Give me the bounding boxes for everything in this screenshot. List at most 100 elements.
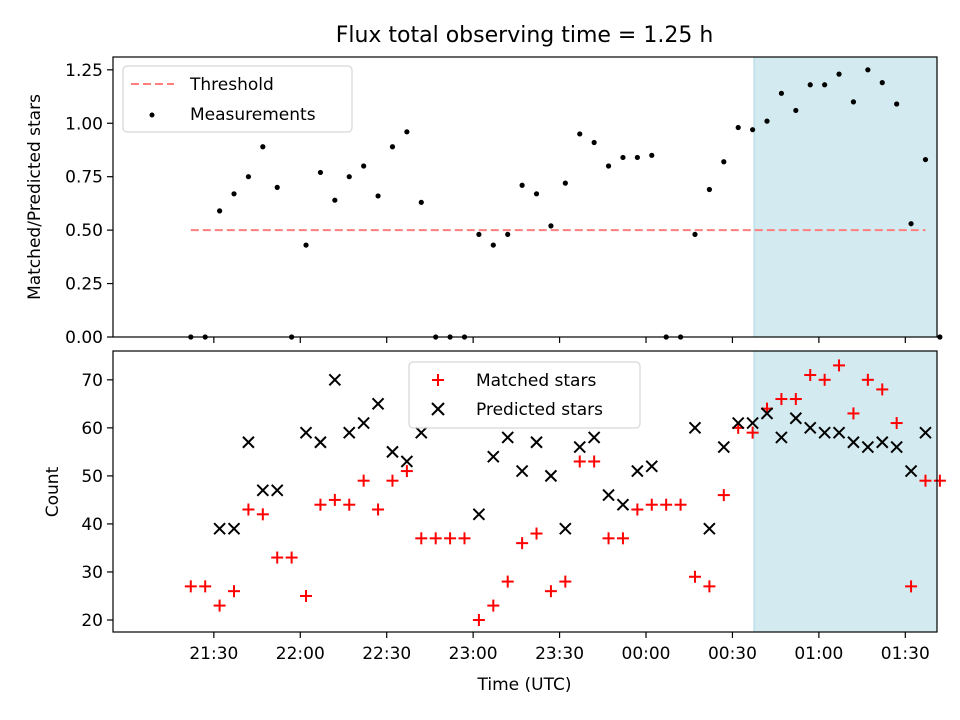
measurement-point (418, 199, 424, 205)
predicted-star-point (515, 464, 529, 478)
top-axes-frame (112, 56, 938, 338)
y-tick-label: 40 (81, 515, 103, 535)
predicted-star-point (602, 488, 615, 502)
matched-star-point (789, 393, 802, 406)
predicted-star-point (328, 373, 342, 387)
matched-star-point (271, 551, 284, 564)
highlight-rect (754, 351, 937, 632)
measurement-point (476, 231, 482, 238)
top-y-axis-label: Matched/Predicted stars (25, 94, 45, 300)
matched-star-point (415, 532, 428, 545)
matched-star-point (746, 426, 759, 439)
highlight-rect (754, 57, 937, 337)
predicted-star-point (861, 440, 875, 454)
predicted-star-point (890, 440, 903, 454)
predicted-star-point (271, 484, 284, 497)
matched-star-point (804, 369, 817, 382)
predicted-star-point (314, 436, 327, 449)
top-y-ticks: 0.00 0.25 0.50 0.75 1.00 1.25 (65, 61, 113, 348)
predicted-star-point (343, 426, 356, 439)
matched-star-point (717, 489, 730, 502)
predicted-star-point (587, 431, 601, 444)
matched-star-point (444, 532, 457, 545)
measurement-point (577, 131, 583, 137)
bottom-legend: Matched stars Predicted stars (408, 361, 641, 429)
predicted-star-point (775, 431, 788, 444)
measurement-point (317, 169, 324, 176)
measurement-point (346, 174, 352, 180)
x-tick-label: 23:30 (535, 644, 584, 664)
measurement-point (649, 152, 655, 158)
matched-star-point (559, 575, 572, 588)
measurement-point (620, 154, 626, 161)
matched-stars-legend-label: Matched stars (476, 371, 596, 391)
predicted-star-point (904, 464, 918, 478)
predicted-star-point (876, 436, 889, 449)
measurement-point (274, 184, 280, 190)
measurement-point (505, 231, 511, 238)
bottom-legend-box (408, 361, 641, 429)
matched-star-point (674, 498, 687, 511)
matched-star-point (343, 498, 356, 511)
matched-star-point (314, 498, 327, 511)
top-legend: Threshold Measurements (122, 65, 353, 133)
matched-star-point (631, 503, 644, 516)
matched-star-point (645, 498, 658, 511)
matched-star-point (933, 474, 946, 487)
predicted-star-point (616, 498, 630, 511)
matched-star-point (328, 493, 341, 506)
x-tick-label: 00:00 (622, 644, 671, 664)
measurement-point (922, 156, 929, 163)
predicted-star-point (400, 455, 414, 468)
predicted-star-point (818, 426, 831, 439)
matched-star-point (919, 474, 932, 487)
y-tick-label: 1.25 (65, 61, 103, 81)
matched-star-point (256, 508, 269, 521)
predicted-star-point (645, 460, 658, 473)
x-tick-label: 00:30 (708, 644, 757, 664)
predicted-star-point (919, 426, 932, 439)
matched-star-point (487, 599, 500, 612)
measurement-point (807, 82, 813, 88)
predicted-star-point (472, 508, 486, 521)
predicted-star-point (501, 431, 514, 444)
matched-star-point (818, 373, 831, 386)
predicted-star-point (717, 440, 731, 454)
y-tick-label: 30 (81, 563, 103, 583)
x-tick-label: 22:30 (362, 644, 411, 664)
matched-star-point (516, 537, 529, 550)
x-tick-label: 21:30 (189, 644, 238, 664)
predicted-star-point (703, 522, 716, 535)
bottom-panel: 20 30 40 50 60 70 21:30 22:00 22:30 23:00 23:30 00… (43, 350, 946, 695)
bottom-x-ticks: 21:30 22:00 22:30 23:00 23:30 00:00 00:30 01:00… (189, 632, 930, 664)
measurement-point (260, 144, 266, 150)
x-tick-label: 23:00 (449, 644, 498, 664)
threshold-legend-label: Threshold (189, 75, 274, 95)
matched-star-point (905, 580, 918, 593)
measurement-point (836, 71, 842, 77)
matched-star-point (573, 455, 586, 468)
matched-star-point (616, 532, 629, 545)
measurement-point (591, 139, 597, 146)
predicted-star-point (299, 426, 313, 439)
matched-star-point (300, 589, 313, 602)
matched-star-point (429, 532, 442, 545)
matched-star-point (184, 580, 197, 593)
matched-stars-legend-swatch (432, 374, 444, 386)
matched-star-point (833, 359, 846, 372)
measurement-point (937, 334, 943, 340)
predicted-star-point (847, 436, 860, 449)
matched-star-point (530, 527, 543, 540)
measurement-point (721, 159, 727, 165)
measurement-point (793, 107, 799, 114)
measurement-point (562, 180, 568, 186)
predicted-star-point (688, 421, 702, 435)
top-panel: 0.00 0.25 0.50 0.75 1.00 1.25 Matched/Predict… (25, 56, 943, 348)
matched-star-point (775, 393, 788, 406)
matched-star-point (544, 585, 557, 598)
measurement-point (217, 208, 223, 214)
matched-star-point (501, 575, 514, 588)
matched-star-point (588, 455, 601, 468)
predicted-star-point (256, 484, 270, 497)
